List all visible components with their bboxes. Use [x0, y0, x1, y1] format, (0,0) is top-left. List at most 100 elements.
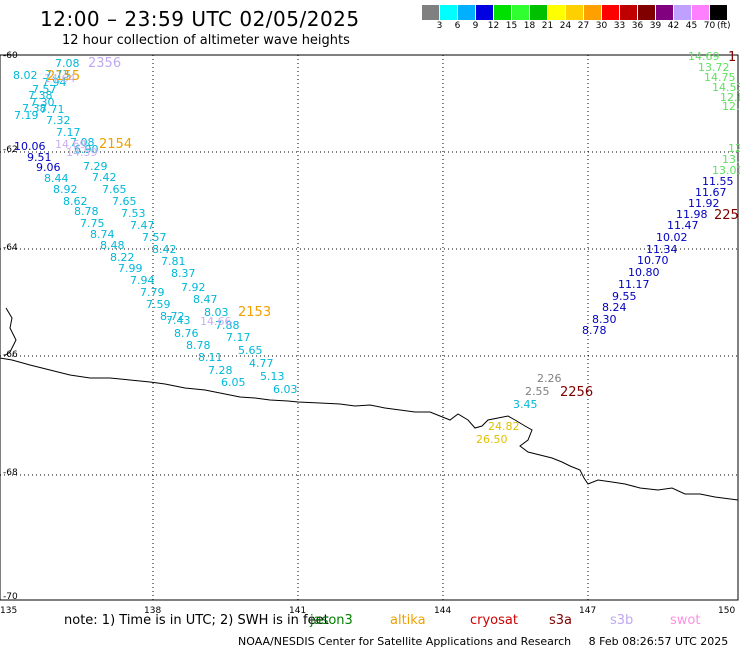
wave-height-value: 8.74 — [90, 228, 115, 241]
credit-line: NOAA/NESDIS Center for Satellite Applica… — [238, 635, 729, 648]
color-swatch — [440, 5, 458, 20]
color-swatch — [548, 5, 566, 20]
wave-height-value: 7.38 — [28, 89, 53, 102]
color-scale-tick: 18 — [523, 21, 536, 31]
wave-height-value: 7.73 — [45, 68, 70, 81]
lon-label: 144 — [434, 606, 452, 616]
wave-height-value: 7.99 — [118, 262, 143, 275]
color-scale-tick: 36 — [631, 21, 644, 31]
wave-height-value: 7.65 — [112, 195, 137, 208]
wave-height-value: 8.03 — [204, 306, 229, 319]
wave-height-value: 9.55 — [612, 290, 637, 303]
color-scale-bar — [422, 5, 728, 21]
wave-height-value: 13.01 — [712, 164, 740, 177]
wave-height-value: 24.82 — [488, 420, 520, 433]
map-title: 12:00 – 23:59 UTC 02/05/2025 — [40, 7, 360, 31]
wave-height-value: 8.62 — [63, 195, 88, 208]
wave-height-value: 8.48 — [100, 239, 125, 252]
color-swatch — [656, 5, 674, 20]
wave-height-value: 7.17 — [226, 331, 251, 344]
color-swatch — [494, 5, 512, 20]
wave-height-value: 12.8 — [720, 91, 740, 104]
wave-height-value: 26.50 — [476, 433, 508, 446]
wave-height-value: 12 — [728, 142, 740, 155]
wave-height-value: 7.94 — [130, 274, 155, 287]
wave-height-value: 7.29 — [83, 160, 108, 173]
color-swatch — [530, 5, 548, 20]
legend-item-cryosat: cryosat — [470, 613, 518, 628]
wave-height-value: 14.64 — [44, 72, 76, 85]
color-swatch — [602, 5, 620, 20]
wave-height-value: 8.76 — [174, 327, 199, 340]
color-swatch — [638, 5, 656, 20]
pass-time-tag: 2155 — [47, 69, 80, 84]
pass-time-tag: 1 — [728, 50, 736, 65]
color-swatch — [458, 5, 476, 20]
wave-height-value: 7.75 — [80, 217, 105, 230]
lat-label: -62 — [3, 145, 18, 155]
wave-height-value: 14.59 — [66, 146, 98, 159]
wave-height-value: 6.90 — [74, 143, 99, 156]
wave-height-value: 7.81 — [161, 255, 186, 268]
wave-height-value: 7.59 — [146, 298, 171, 311]
pass-time-tag: 2154 — [99, 137, 132, 152]
wave-height-value: 7.57 — [32, 83, 57, 96]
legend-item-altika: altika — [390, 613, 426, 628]
color-swatch — [512, 5, 530, 20]
wave-height-value: 8.24 — [602, 301, 627, 314]
wave-height-value: 14.69 — [688, 50, 720, 63]
wave-height-value: 7.08 — [55, 57, 80, 70]
wave-height-value: 8.78 — [74, 205, 99, 218]
wave-height-value: 6.03 — [273, 383, 298, 396]
wave-height-value: 5.13 — [260, 370, 285, 383]
wave-height-value: 8.02 — [13, 69, 38, 82]
wave-height-value: 14.66 — [200, 315, 232, 328]
legend-item-jason3: jason3 — [310, 613, 353, 628]
wave-height-value: 7.19 — [14, 109, 39, 122]
map-grid — [0, 55, 738, 600]
wave-height-value: 7.79 — [140, 286, 165, 299]
wave-height-value: 8.11 — [198, 351, 223, 364]
wave-height-value: 13.72 — [698, 61, 730, 74]
wave-height-value: 8.30 — [592, 313, 617, 326]
legend-item-s3b: s3b — [610, 613, 634, 628]
wave-height-value: 7.53 — [121, 207, 146, 220]
wave-height-value: 9.51 — [27, 151, 52, 164]
lon-label: 141 — [289, 606, 307, 616]
wave-height-value: 11.55 — [702, 175, 734, 188]
wave-height-value: 14.69 — [55, 138, 87, 151]
color-swatch — [422, 5, 440, 20]
legend-item-swot: swot — [670, 613, 701, 628]
color-scale-tick: 24 — [559, 21, 572, 31]
wave-height-value: 8.37 — [171, 267, 196, 280]
color-scale-tick: 70 — [703, 21, 716, 31]
wave-height-value: 8.47 — [193, 293, 218, 306]
pass-time-tag: 2356 — [88, 56, 121, 71]
color-scale-tick: 30 — [595, 21, 608, 31]
wave-height-value: 7.92 — [181, 281, 206, 294]
color-scale-tick: 9 — [472, 21, 479, 31]
wave-height-value: 11.47 — [667, 219, 699, 232]
map-frame — [0, 54, 739, 601]
lon-label: 135 — [0, 606, 18, 616]
wave-height-value: 7.47 — [130, 219, 155, 232]
wave-height-value: 7.08 — [70, 136, 95, 149]
wave-height-value: 7.94 — [42, 76, 67, 89]
wave-height-value: 11.34 — [646, 243, 678, 256]
wave-height-value: 8.42 — [152, 243, 177, 256]
wave-height-value: 7.42 — [92, 171, 117, 184]
color-swatch — [566, 5, 584, 20]
wave-height-value: 7.38 — [22, 102, 47, 115]
wave-height-value: 11.67 — [695, 186, 727, 199]
wave-height-value: 8.72 — [160, 310, 185, 323]
pass-time-tag: 2256 — [560, 385, 593, 400]
wave-height-value: 5.65 — [238, 344, 263, 357]
wave-height-value: 10.80 — [628, 266, 660, 279]
wave-height-value: 7.65 — [102, 183, 127, 196]
color-scale-tick: 15 — [505, 21, 518, 31]
wave-height-value: 10.06 — [14, 140, 46, 153]
color-scale-tick: 42 — [667, 21, 680, 31]
lon-label: 150 — [718, 606, 736, 616]
lat-label: -68 — [3, 468, 18, 478]
